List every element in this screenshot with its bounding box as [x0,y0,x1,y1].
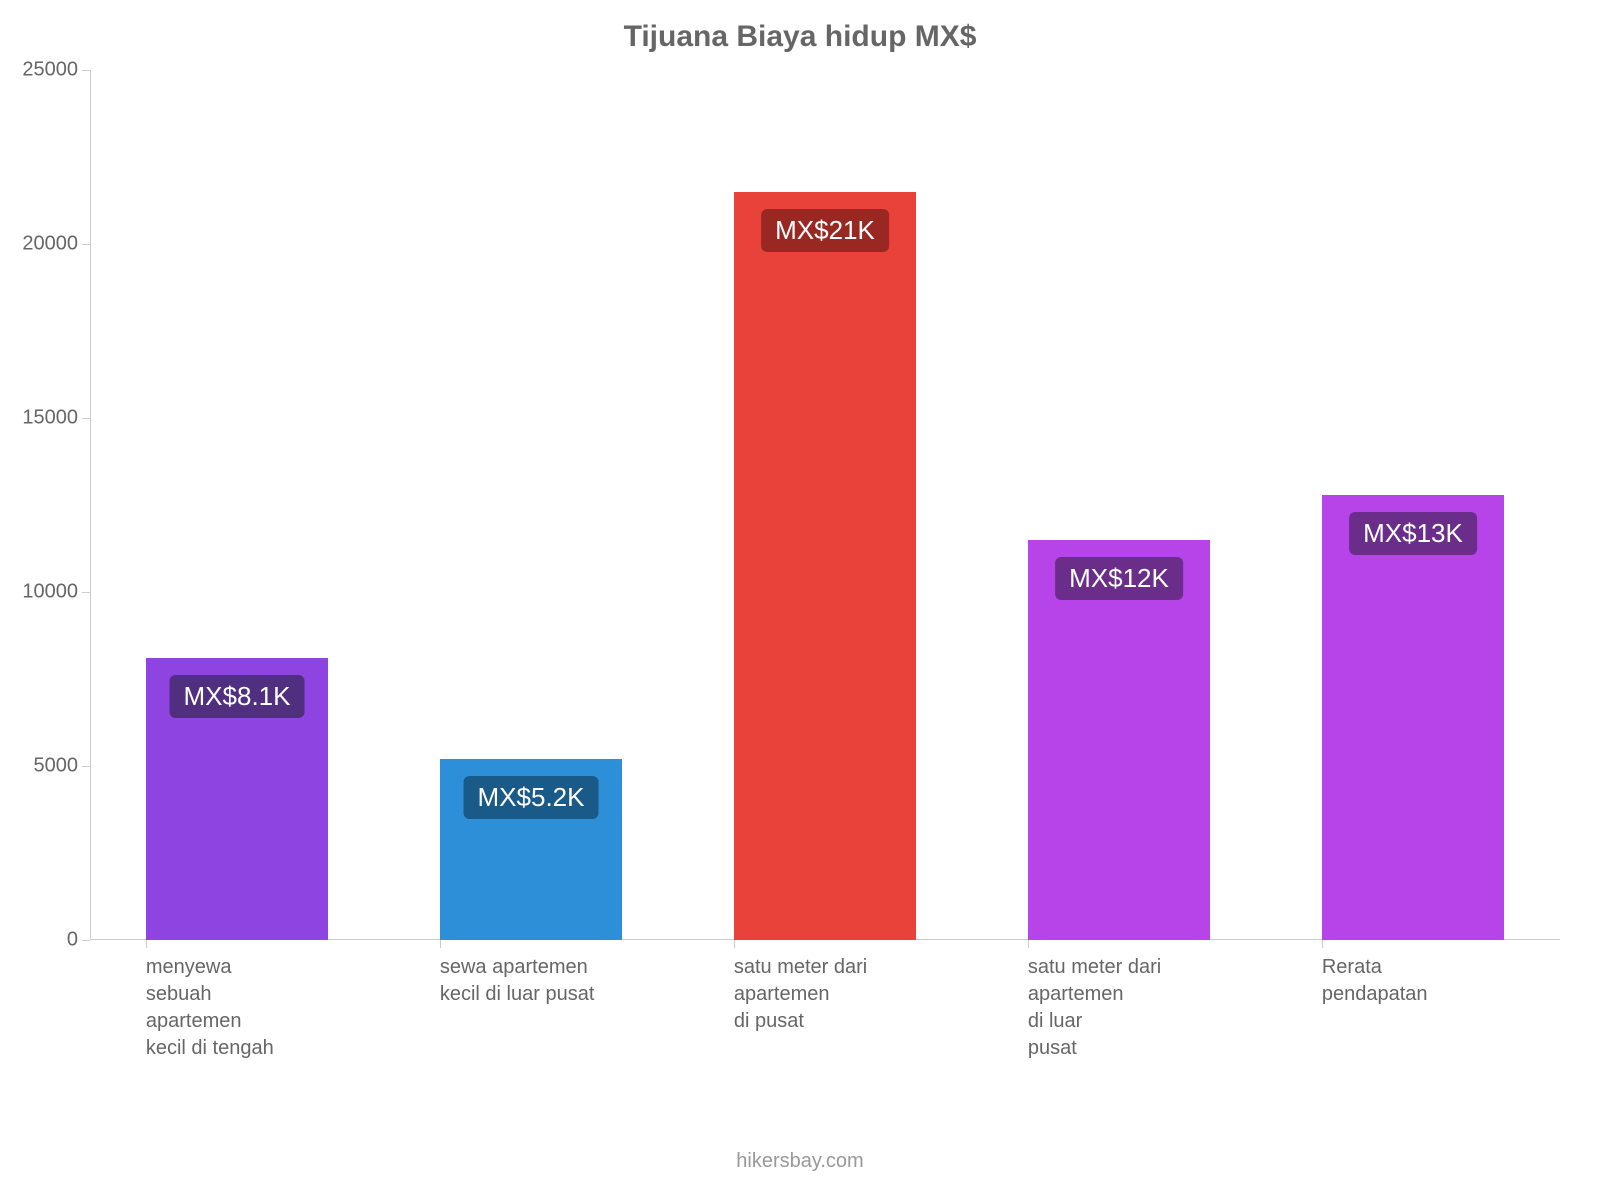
value-badge: MX$13K [1349,512,1477,555]
bar-slot: MX$8.1K [90,70,384,940]
x-axis-label: menyewasebuahapartemenkecil di tengah [146,940,285,1062]
cost-of-living-chart: Tijuana Biaya hidup MX$ 0 5000 10000 15000 2… [0,0,1600,1200]
bar-slot: MX$13K [1266,70,1560,940]
value-badge: MX$5.2K [464,776,599,819]
x-axis-label-line: di pusat [734,1008,896,1035]
y-tick-label: 10000 [22,581,90,604]
plot-area: 0500010000150002000025000 MX$8.1KMX$5.2K… [90,70,1560,940]
x-axis-label-line: Rerata [1322,954,1461,981]
x-axis-label-line: sewa apartemen [440,954,649,981]
x-axis-label-line: menyewa [146,954,285,981]
bar-slot: MX$12K [972,70,1266,940]
x-axis-label-line: sebuah [146,981,285,1008]
x-axis-label-line: pendapatan [1322,981,1461,1008]
x-axis-label-line: satu meter dari [1028,954,1190,981]
bar-slot: MX$21K [678,70,972,940]
x-axis-label-line: kecil di luar pusat [440,981,649,1008]
bar [734,192,916,940]
x-axis-label-line: apartemen [1028,981,1190,1008]
bar [1322,495,1504,940]
y-tick-label: 0 [67,929,90,952]
x-axis-label-line: apartemen [146,1008,285,1035]
bar [1028,540,1210,940]
y-tick-label: 5000 [34,755,91,778]
x-axis-label-line: kecil di tengah [146,1035,285,1062]
chart-title: Tijuana Biaya hidup MX$ [0,20,1600,54]
value-badge: MX$21K [761,209,889,252]
x-axis-label-line: di luar [1028,1008,1190,1035]
x-axis-label: Reratapendapatan [1322,940,1461,1008]
value-badge: MX$8.1K [170,675,305,718]
value-badge: MX$12K [1055,557,1183,600]
x-axis-label: satu meter dariapartemendi luarpusat [1028,940,1190,1062]
x-axis-label-line: pusat [1028,1035,1190,1062]
y-tick-label: 15000 [22,407,90,430]
bar-slot: MX$5.2K [384,70,678,940]
x-axis-label-line: apartemen [734,981,896,1008]
bars-group: MX$8.1K MX$5.2K MX$21K MX$12K MX$13K [90,70,1560,940]
x-axis-label: satu meter dariapartemendi pusat [734,940,896,1035]
y-tick-label: 25000 [22,59,90,82]
credit-text: hikersbay.com [0,1150,1600,1173]
y-tick-label: 20000 [22,233,90,256]
x-axis-label-line: satu meter dari [734,954,896,981]
x-axis-label: sewa apartemenkecil di luar pusat [440,940,649,1008]
